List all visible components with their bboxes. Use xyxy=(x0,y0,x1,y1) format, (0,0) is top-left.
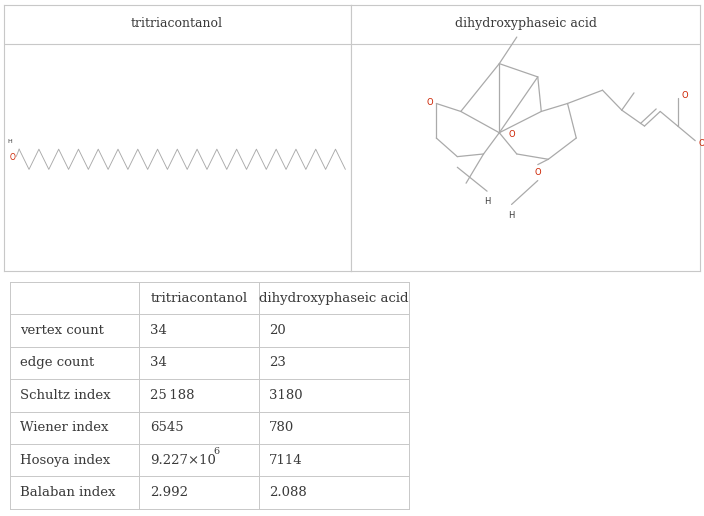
Text: 34: 34 xyxy=(150,324,167,337)
Text: tritriacontanol: tritriacontanol xyxy=(151,292,248,304)
Text: Hosoya index: Hosoya index xyxy=(20,454,111,466)
Text: vertex count: vertex count xyxy=(20,324,104,337)
Text: H: H xyxy=(8,139,13,144)
Text: 7114: 7114 xyxy=(269,454,303,466)
Text: 20: 20 xyxy=(269,324,286,337)
Text: 9.227×10: 9.227×10 xyxy=(150,454,215,466)
Text: 6545: 6545 xyxy=(150,421,183,434)
Text: Wiener index: Wiener index xyxy=(20,421,108,434)
Text: 34: 34 xyxy=(150,357,167,369)
Text: H: H xyxy=(484,197,490,206)
Text: dihydroxyphaseic acid: dihydroxyphaseic acid xyxy=(259,292,409,304)
Text: 25 188: 25 188 xyxy=(150,389,194,402)
Text: 2.088: 2.088 xyxy=(269,486,307,499)
Text: 23: 23 xyxy=(269,357,286,369)
Text: 2.992: 2.992 xyxy=(150,486,188,499)
Text: edge count: edge count xyxy=(20,357,94,369)
Text: O: O xyxy=(426,98,433,107)
Text: 3180: 3180 xyxy=(269,389,303,402)
Text: 780: 780 xyxy=(269,421,294,434)
Text: 6: 6 xyxy=(213,446,220,456)
Text: O: O xyxy=(681,91,688,100)
Text: O: O xyxy=(534,168,541,177)
Text: Schultz index: Schultz index xyxy=(20,389,111,402)
Text: Balaban index: Balaban index xyxy=(20,486,115,499)
Text: H: H xyxy=(508,211,515,220)
Text: O⁻: O⁻ xyxy=(698,139,704,148)
Text: dihydroxyphaseic acid: dihydroxyphaseic acid xyxy=(455,17,596,30)
Text: O: O xyxy=(508,130,515,138)
Text: O: O xyxy=(9,153,15,162)
Text: tritriacontanol: tritriacontanol xyxy=(131,17,223,30)
